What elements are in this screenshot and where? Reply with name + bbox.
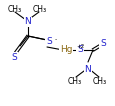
- Text: S: S: [46, 36, 51, 45]
- Text: CH₃: CH₃: [33, 6, 47, 15]
- Text: N: N: [84, 66, 91, 75]
- Text: N: N: [24, 17, 31, 26]
- Text: S: S: [76, 45, 82, 54]
- Text: CH₃: CH₃: [92, 77, 106, 86]
- Text: CH₃: CH₃: [8, 6, 22, 15]
- Text: Hg: Hg: [59, 45, 72, 54]
- Text: S: S: [99, 40, 105, 49]
- Text: +2: +2: [75, 44, 83, 49]
- Text: CH₃: CH₃: [67, 77, 81, 86]
- Text: -: -: [55, 37, 57, 42]
- Text: S: S: [11, 52, 17, 61]
